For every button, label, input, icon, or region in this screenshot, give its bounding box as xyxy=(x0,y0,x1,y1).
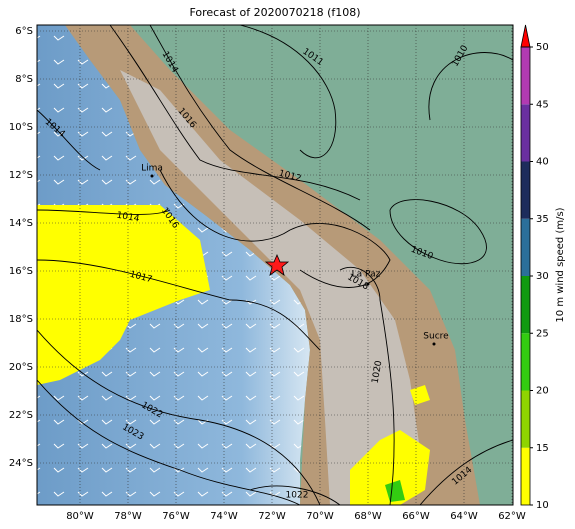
colorbar-segment xyxy=(521,218,530,276)
lat-label: 8°S xyxy=(15,74,33,85)
lon-label: 74°W xyxy=(210,511,238,522)
colorbar-tick-label: 20 xyxy=(536,386,549,397)
lon-label: 68°W xyxy=(354,511,382,522)
contour-label: 1020 xyxy=(371,360,385,385)
lon-label: 72°W xyxy=(258,511,286,522)
colorbar-tick-label: 25 xyxy=(536,328,549,339)
city-label: Sucre xyxy=(423,332,449,342)
colorbar-label: 10 m wind speed (m/s) xyxy=(555,207,566,322)
colorbar-segment xyxy=(521,390,530,448)
lon-label: 70°W xyxy=(306,511,334,522)
colorbar-tick-label: 10 xyxy=(536,500,549,511)
map-frame xyxy=(36,24,514,506)
colorbar-segment xyxy=(521,276,530,334)
colorbar-extend xyxy=(520,24,531,48)
lon-label: 78°W xyxy=(114,511,142,522)
lat-label: 10°S xyxy=(9,122,33,133)
lat-label: 22°S xyxy=(9,410,33,421)
colorbar-segment xyxy=(521,333,530,391)
lon-label: 80°W xyxy=(66,511,94,522)
location-marker xyxy=(264,253,290,276)
city-label: Lima xyxy=(141,164,163,174)
map xyxy=(37,25,513,505)
city-dot xyxy=(432,342,436,346)
colorbar-tick-label: 40 xyxy=(536,157,549,168)
colorbar-segment xyxy=(521,447,530,505)
lon-label: 62°W xyxy=(498,511,526,522)
wind-area xyxy=(410,385,430,405)
wind-area xyxy=(385,480,405,502)
contour-label: 1022 xyxy=(286,491,309,501)
contour-label: 1014 xyxy=(116,211,141,225)
lat-label: 14°S xyxy=(9,218,33,229)
title: Forecast of 2020070218 (f108) xyxy=(189,6,360,19)
lon-label: 64°W xyxy=(450,511,478,522)
lon-label: 66°W xyxy=(402,511,430,522)
colorbar-segment xyxy=(521,47,530,105)
colorbar-tick-label: 15 xyxy=(536,443,549,454)
city-dot xyxy=(150,174,154,178)
lat-label: 12°S xyxy=(9,170,33,181)
city-label: La Paz xyxy=(352,270,381,280)
colorbar-tick-label: 50 xyxy=(536,42,549,53)
lat-label: 16°S xyxy=(9,266,33,277)
colorbar-tick-label: 45 xyxy=(536,99,549,110)
colorbar-tick-label: 35 xyxy=(536,214,549,225)
altiplano xyxy=(120,70,420,505)
colorbar-tick-label: 30 xyxy=(536,271,549,282)
lat-label: 18°S xyxy=(9,314,33,325)
lat-label: 24°S xyxy=(9,458,33,469)
lat-label: 6°S xyxy=(15,26,33,37)
wind-area xyxy=(350,430,430,505)
isobars xyxy=(37,25,513,505)
colorbar-segment xyxy=(521,104,530,162)
lat-label: 20°S xyxy=(9,362,33,373)
colorbar-segment xyxy=(521,161,530,219)
lon-label: 76°W xyxy=(162,511,190,522)
city-dot xyxy=(366,282,370,286)
